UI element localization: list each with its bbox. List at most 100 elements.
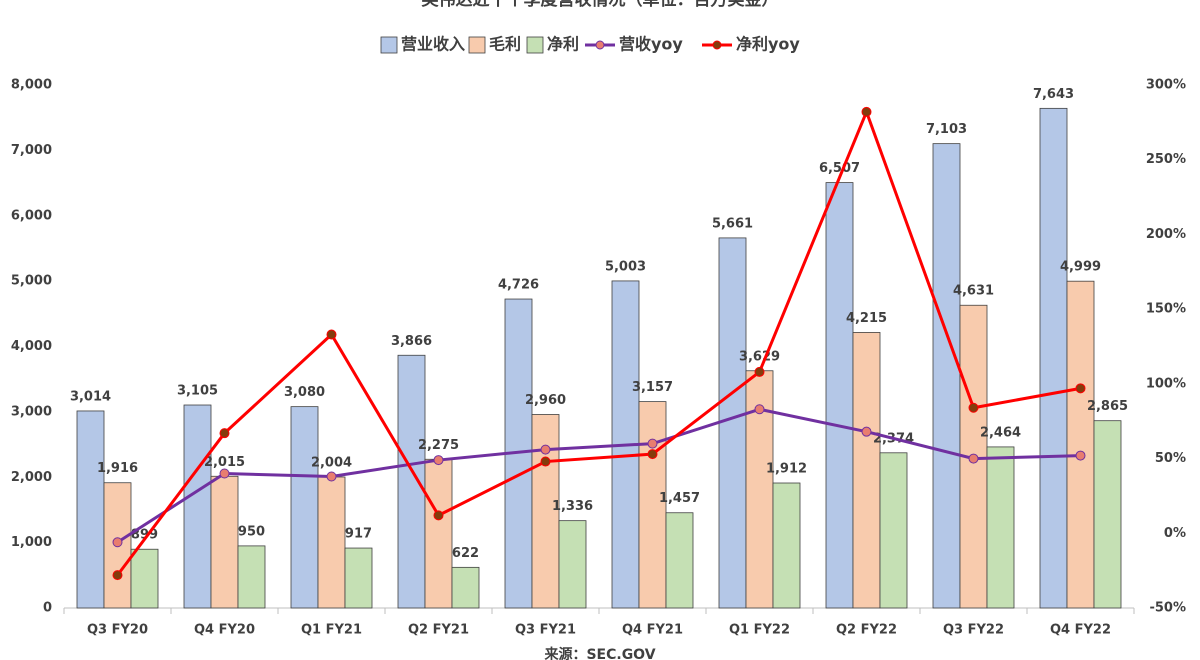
line-marker bbox=[1075, 383, 1086, 394]
bar bbox=[986, 446, 1015, 609]
data-label: 1,916 bbox=[97, 461, 138, 476]
data-label: 1,912 bbox=[766, 462, 807, 477]
bar bbox=[237, 545, 266, 609]
bar bbox=[76, 410, 105, 609]
bar bbox=[1093, 420, 1122, 609]
data-label: 2,865 bbox=[1087, 399, 1128, 414]
x-tick-label: Q1 FY21 bbox=[301, 623, 362, 638]
legend-label: 营业收入 bbox=[401, 35, 465, 54]
data-label: 3,105 bbox=[177, 384, 218, 399]
data-label: 1,336 bbox=[552, 499, 593, 514]
line-marker bbox=[433, 455, 444, 466]
y2-tick-label: 250% bbox=[1146, 152, 1186, 167]
legend-label: 毛利 bbox=[489, 35, 521, 54]
legend-swatch bbox=[712, 40, 722, 50]
x-tick-label: Q1 FY22 bbox=[729, 623, 790, 638]
bar bbox=[665, 512, 694, 609]
y2-tick-label: 50% bbox=[1155, 451, 1186, 466]
bar bbox=[183, 404, 212, 609]
x-tick-label: Q4 FY20 bbox=[194, 623, 255, 638]
line-marker bbox=[647, 449, 658, 460]
x-tick-label: Q3 FY20 bbox=[87, 623, 148, 638]
chart-title: 英伟达近十个季度营收情况（单位：百万美金） bbox=[422, 0, 779, 10]
data-label: 4,215 bbox=[846, 311, 887, 326]
y2-tick-label: -50% bbox=[1149, 601, 1186, 616]
bar bbox=[290, 406, 319, 609]
data-label: 5,661 bbox=[712, 216, 753, 231]
bar bbox=[1066, 280, 1095, 609]
line-marker bbox=[219, 468, 230, 479]
bar bbox=[879, 452, 908, 609]
line-marker bbox=[754, 404, 765, 415]
y-tick-label: 1,000 bbox=[11, 535, 52, 550]
x-tick-label: Q3 FY21 bbox=[515, 623, 576, 638]
data-label: 917 bbox=[345, 527, 372, 542]
data-label: 2,960 bbox=[525, 393, 566, 408]
line-marker bbox=[326, 471, 337, 482]
x-tick-label: Q4 FY22 bbox=[1050, 623, 1111, 638]
y-tick-label: 6,000 bbox=[11, 208, 52, 223]
y-tick-label: 0 bbox=[43, 601, 52, 616]
y2-tick-label: 100% bbox=[1146, 376, 1186, 391]
y2-tick-label: 300% bbox=[1146, 78, 1186, 93]
bar bbox=[852, 332, 881, 609]
line-marker bbox=[540, 456, 551, 467]
bar bbox=[210, 475, 239, 609]
line-marker bbox=[861, 426, 872, 437]
x-tick-label: Q3 FY22 bbox=[943, 623, 1004, 638]
y2-tick-label: 200% bbox=[1146, 227, 1186, 242]
bar bbox=[424, 458, 453, 609]
line-marker bbox=[219, 428, 230, 439]
data-label: 2,015 bbox=[204, 455, 245, 470]
line-marker bbox=[968, 453, 979, 464]
bar bbox=[344, 547, 373, 609]
line-marker bbox=[968, 402, 979, 413]
bar bbox=[772, 482, 801, 609]
line bbox=[116, 107, 1081, 577]
line-marker bbox=[1075, 450, 1086, 461]
data-label: 3,080 bbox=[284, 385, 325, 400]
y-tick-label: 2,000 bbox=[11, 470, 52, 485]
line-marker bbox=[540, 444, 551, 455]
legend-swatch bbox=[595, 40, 605, 50]
bar bbox=[638, 401, 667, 609]
line-marker bbox=[647, 438, 658, 449]
data-label: 2,275 bbox=[418, 438, 459, 453]
bar bbox=[558, 520, 587, 609]
data-label: 7,103 bbox=[926, 122, 967, 137]
y-tick-label: 7,000 bbox=[11, 143, 52, 158]
line-marker bbox=[754, 366, 765, 377]
bar bbox=[397, 354, 426, 609]
line-marker bbox=[861, 106, 872, 117]
line bbox=[116, 407, 1081, 544]
data-label: 5,003 bbox=[605, 259, 646, 274]
data-label: 950 bbox=[238, 524, 265, 539]
line-marker bbox=[433, 510, 444, 521]
bar bbox=[718, 237, 747, 609]
legend-swatch bbox=[468, 36, 486, 54]
x-tick-label: Q2 FY21 bbox=[408, 623, 469, 638]
data-label: 2,004 bbox=[311, 455, 352, 470]
data-label: 3,157 bbox=[632, 380, 673, 395]
bar bbox=[932, 143, 961, 609]
y2-tick-label: 0% bbox=[1164, 526, 1186, 541]
source: 来源：SEC.GOV bbox=[543, 646, 655, 660]
line-marker bbox=[112, 537, 123, 548]
data-label: 6,507 bbox=[819, 161, 860, 176]
bar bbox=[1039, 107, 1068, 609]
data-label: 7,643 bbox=[1033, 87, 1074, 102]
y-tick-label: 5,000 bbox=[11, 274, 52, 289]
y2-tick-label: 150% bbox=[1146, 302, 1186, 317]
data-label: 4,726 bbox=[498, 278, 539, 293]
data-label: 622 bbox=[452, 546, 479, 561]
legend-label: 营收yoy bbox=[619, 35, 683, 54]
y-tick-label: 8,000 bbox=[11, 78, 52, 93]
bar bbox=[130, 548, 159, 609]
legend-swatch bbox=[380, 36, 398, 54]
line-marker bbox=[326, 329, 337, 340]
data-label: 3,014 bbox=[70, 389, 111, 404]
data-label: 3,629 bbox=[739, 349, 780, 364]
y-tick-label: 3,000 bbox=[11, 404, 52, 419]
